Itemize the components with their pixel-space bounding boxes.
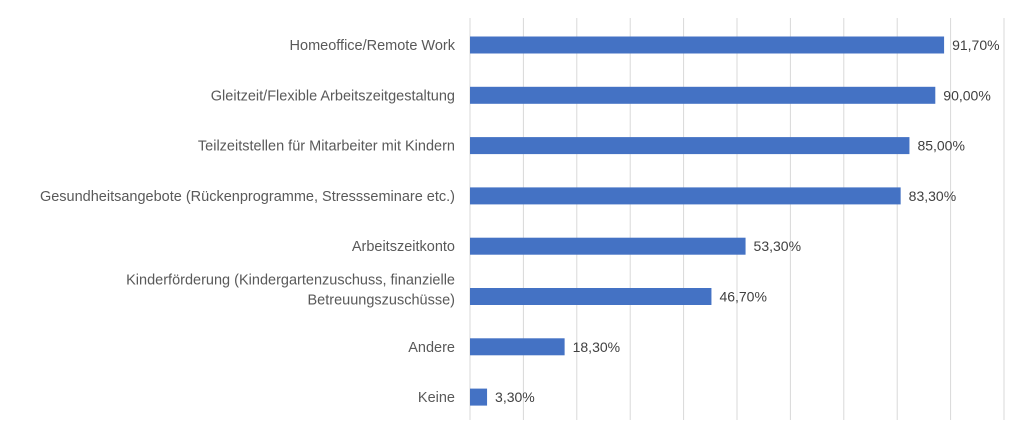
bar [470,288,712,305]
category-label: Gesundheitsangebote (Rückenprogramme, St… [40,189,455,205]
category-label: Gleitzeit/Flexible Arbeitszeitgestaltung [211,88,455,104]
category-labels: Homeoffice/Remote Work Gleitzeit/Flexible… [40,38,456,406]
category-label: Homeoffice/Remote Work [290,38,456,54]
data-label: 3,30% [495,389,535,405]
data-label: 46,70% [719,289,766,305]
category-label: Keine [418,390,455,406]
data-label: 18,30% [573,339,620,355]
data-label: 53,30% [754,238,801,254]
bar [470,36,945,54]
data-label: 83,30% [909,188,956,204]
bar [470,137,910,155]
category-label: Andere [408,340,455,356]
category-label: Teilzeitstellen für Mitarbeiter mit Kind… [198,139,455,155]
bar [470,237,746,255]
value-labels: 91,70% 90,00% 85,00% 83,30% 53,30% 46,70% 18,3… [495,37,1000,405]
data-label: 90,00% [943,87,990,103]
data-label: 85,00% [917,138,964,154]
bar [470,187,901,205]
gridlines [469,18,1005,420]
data-label: 91,70% [952,37,999,53]
category-label: Arbeitszeitkonto [352,239,455,255]
bar [470,388,488,406]
category-label: Kinderförderung (Kindergartenzuschuss, f… [126,273,455,289]
bar [470,86,936,104]
bar [470,338,565,356]
bars [470,36,945,406]
category-label: Betreuungszuschüsse) [308,293,456,309]
